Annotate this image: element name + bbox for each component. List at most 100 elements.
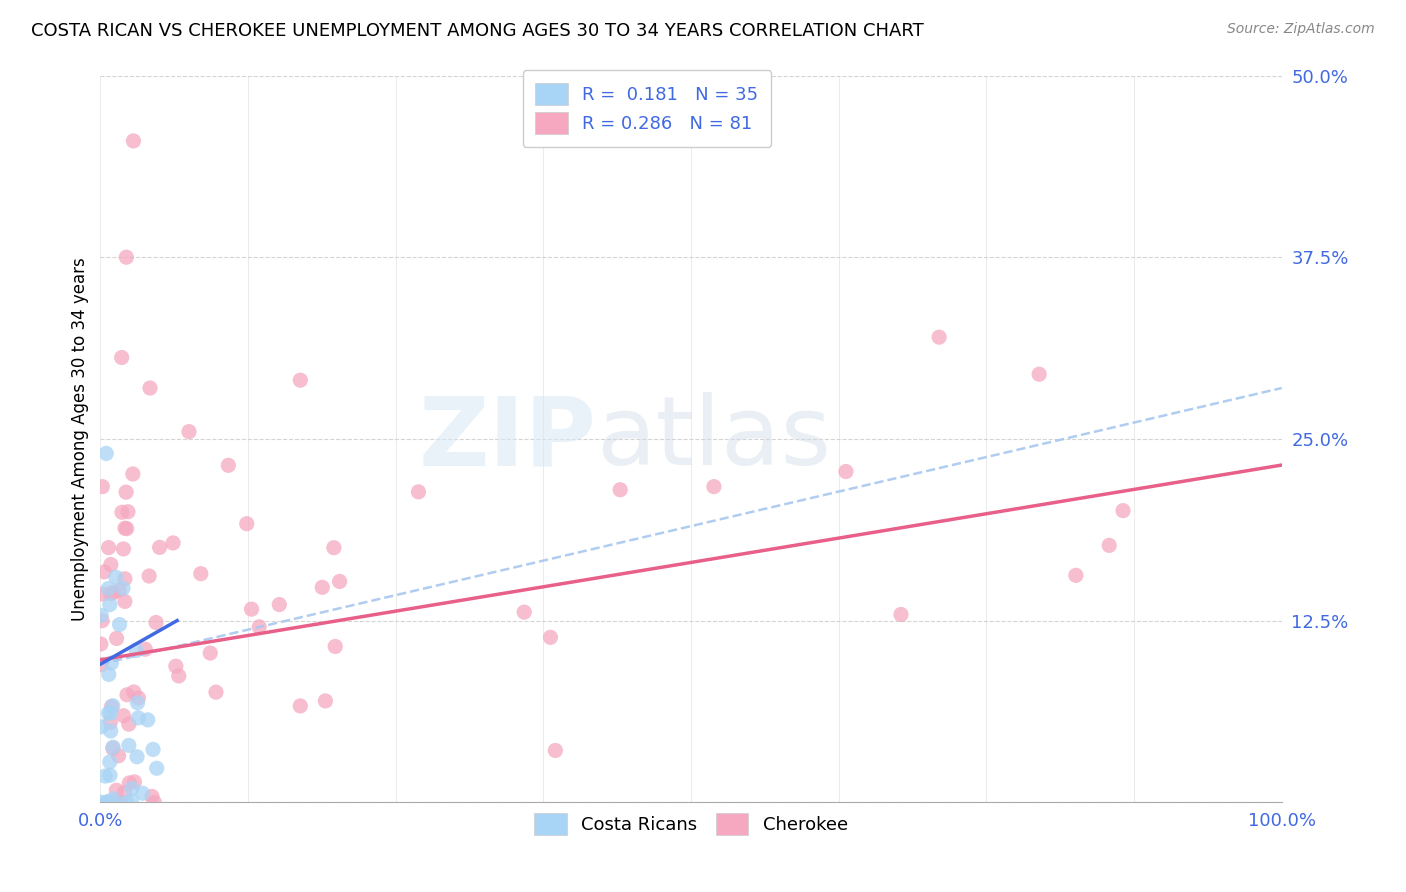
Point [96,446,118,460]
Point [142,742,165,756]
Point [108,617,131,632]
Point [205,685,228,699]
Point [127,696,149,710]
Point [513,605,536,619]
Point [115,485,138,500]
Point [544,743,567,757]
Point [90,637,112,651]
Point [167,669,190,683]
Point [97,667,120,681]
Point [134,642,156,657]
Point [609,483,631,497]
Point [125,643,148,657]
Point [114,521,136,535]
Point [115,522,138,536]
Point [103,795,125,809]
Point [98,598,121,612]
Point [1112,503,1135,517]
Legend: Costa Ricans, Cherokee: Costa Ricans, Cherokee [526,804,856,844]
Point [118,717,141,731]
Point [112,581,135,595]
Point [100,795,122,809]
Point [1028,368,1050,382]
Point [104,570,127,584]
Point [236,516,259,531]
Text: Source: ZipAtlas.com: Source: ZipAtlas.com [1227,22,1375,37]
Point [108,583,131,598]
Point [928,330,950,344]
Point [127,690,149,705]
Point [200,646,222,660]
Point [115,250,138,264]
Point [97,541,120,555]
Point [314,694,336,708]
Point [141,789,163,804]
Point [100,656,122,670]
Point [114,786,136,800]
Point [101,795,124,809]
Point [110,795,132,809]
Point [90,795,112,809]
Point [112,708,135,723]
Point [107,748,129,763]
Point [98,715,121,730]
Point [114,594,136,608]
Point [101,741,124,756]
Point [98,768,121,782]
Point [101,698,124,713]
Point [165,659,187,673]
Point [1098,538,1121,552]
Point [131,786,153,800]
Point [115,688,138,702]
Point [93,565,115,579]
Text: atlas: atlas [596,392,832,485]
Point [143,795,166,809]
Point [323,640,346,654]
Point [121,467,143,481]
Point [240,602,263,616]
Point [538,630,561,644]
Point [162,536,184,550]
Point [121,794,143,808]
Point [103,792,125,806]
Point [269,598,291,612]
Point [290,698,312,713]
Point [124,775,146,789]
Point [90,608,112,623]
Point [101,740,124,755]
Point [94,769,117,783]
Point [90,657,112,672]
Point [177,425,200,439]
Point [408,484,430,499]
Point [217,458,239,473]
Point [890,607,912,622]
Point [112,541,135,556]
Point [100,558,122,572]
Point [97,582,120,596]
Point [111,351,134,365]
Point [114,572,136,586]
Point [118,739,141,753]
Point [703,480,725,494]
Text: COSTA RICAN VS CHEROKEE UNEMPLOYMENT AMONG AGES 30 TO 34 YEARS CORRELATION CHART: COSTA RICAN VS CHEROKEE UNEMPLOYMENT AMO… [31,22,924,40]
Point [125,749,148,764]
Point [138,569,160,583]
Point [96,795,118,809]
Point [96,795,118,809]
Point [117,505,139,519]
Point [149,541,172,555]
Point [100,586,122,600]
Point [118,776,141,790]
Point [111,505,134,519]
Point [122,134,145,148]
Point [100,699,122,714]
Point [97,706,120,721]
Point [136,713,159,727]
Point [90,720,112,734]
Point [329,574,352,589]
Point [145,615,167,630]
Point [127,711,149,725]
Point [290,373,312,387]
Point [105,783,128,797]
Point [91,587,114,601]
